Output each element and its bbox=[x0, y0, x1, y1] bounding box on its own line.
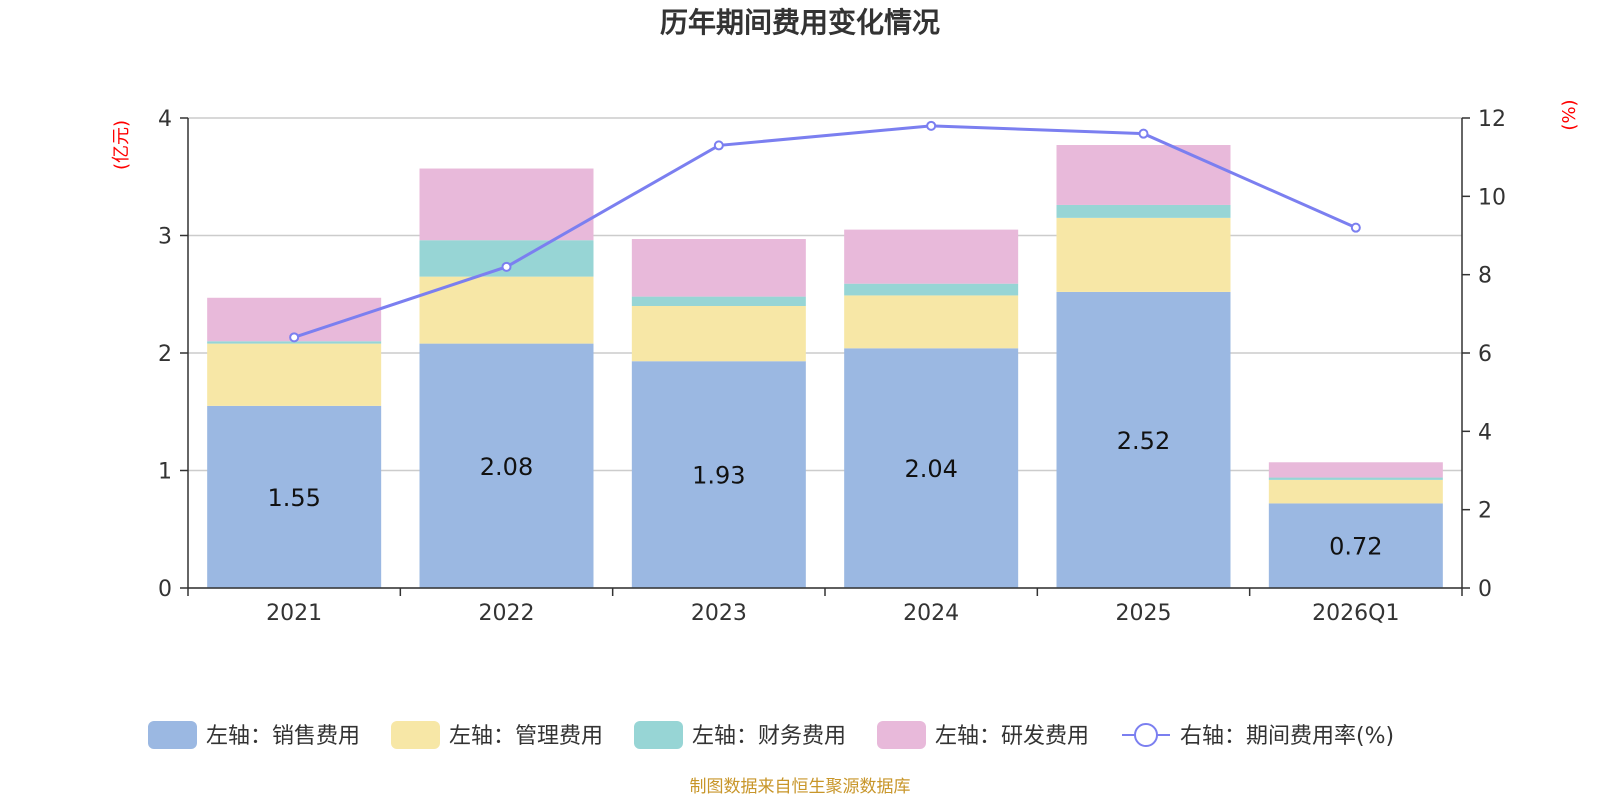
rate-point bbox=[1138, 128, 1149, 139]
legend-swatch bbox=[148, 721, 197, 749]
bar-segment bbox=[631, 239, 806, 297]
rate-point bbox=[501, 261, 512, 272]
legend-swatch bbox=[391, 721, 440, 749]
bar-segment bbox=[1056, 217, 1231, 292]
legend-label: 左轴：研发费用 bbox=[935, 724, 1089, 749]
x-tick-label: 2023 bbox=[691, 601, 747, 626]
x-tick-label: 2022 bbox=[479, 601, 535, 626]
bar-value-label: 2.04 bbox=[904, 455, 957, 483]
right-tick-label: 8 bbox=[1478, 264, 1492, 289]
bar-value-label: 1.55 bbox=[267, 484, 320, 512]
right-tick-label: 4 bbox=[1478, 420, 1492, 445]
source-note: 制图数据来自恒生聚源数据库 bbox=[690, 777, 911, 797]
bar-segment bbox=[419, 168, 594, 241]
bar-segment bbox=[631, 306, 806, 362]
left-tick-label: 3 bbox=[158, 225, 172, 250]
legend-label: 右轴：期间费用率(%) bbox=[1180, 724, 1394, 749]
bar-segment bbox=[844, 348, 1019, 588]
x-tick-label: 2021 bbox=[266, 601, 322, 626]
left-tick-label: 1 bbox=[158, 460, 172, 485]
left-tick-label: 2 bbox=[158, 342, 172, 367]
rate-point bbox=[926, 120, 937, 131]
bars: 1.55 2.08 1.93 2.04 2.52 0.72 bbox=[207, 145, 1443, 588]
bar-segment bbox=[1268, 477, 1443, 480]
rate-line bbox=[293, 124, 1357, 339]
right-tick-label: 10 bbox=[1478, 185, 1506, 210]
rate-point bbox=[1350, 222, 1361, 233]
rate-point bbox=[713, 140, 724, 151]
left-tick-label: 4 bbox=[158, 107, 172, 132]
left-tick-label: 0 bbox=[158, 577, 172, 602]
bar-value-label: 0.72 bbox=[1329, 533, 1382, 561]
bar-segment bbox=[207, 343, 382, 406]
rate-line-group bbox=[289, 120, 1361, 343]
bar-segment bbox=[207, 341, 382, 344]
x-tick-label: 2026Q1 bbox=[1312, 601, 1399, 626]
bar-segment bbox=[1056, 204, 1231, 218]
legend-label: 左轴：财务费用 bbox=[692, 724, 846, 749]
bar-value-label: 2.52 bbox=[1117, 427, 1170, 455]
legend: 左轴：销售费用 左轴：管理费用 左轴：财务费用 左轴：研发费用 右轴：期间费用率(%) bbox=[148, 721, 1394, 749]
right-tick-label: 6 bbox=[1478, 342, 1492, 367]
bar-segment bbox=[207, 405, 382, 588]
legend-label: 左轴：管理费用 bbox=[449, 724, 603, 749]
legend-marker-swatch bbox=[1134, 723, 1158, 747]
left-axis-unit: (亿元) bbox=[111, 120, 132, 170]
legend-swatch bbox=[877, 721, 926, 749]
legend-swatch bbox=[634, 721, 683, 749]
bar-segment bbox=[631, 296, 806, 306]
bar-segment bbox=[1268, 479, 1443, 504]
bar-segment bbox=[1268, 462, 1443, 478]
bar-segment bbox=[844, 295, 1019, 349]
bar-segment bbox=[419, 343, 594, 588]
bar-segment bbox=[631, 361, 806, 588]
right-axis-unit: (%) bbox=[1559, 99, 1580, 130]
bar-segment bbox=[1056, 145, 1231, 205]
bar-segment bbox=[1268, 503, 1443, 588]
legend-label: 左轴：销售费用 bbox=[206, 724, 360, 749]
rate-point bbox=[289, 332, 300, 343]
bar-segment bbox=[1056, 291, 1231, 588]
right-tick-label: 12 bbox=[1478, 107, 1506, 132]
x-tick-label: 2025 bbox=[1116, 601, 1172, 626]
bar-value-label: 1.93 bbox=[692, 462, 745, 490]
bar-value-label: 2.08 bbox=[480, 453, 533, 481]
bar-segment bbox=[419, 276, 594, 344]
right-tick-label: 2 bbox=[1478, 499, 1492, 524]
x-tick-label: 2024 bbox=[903, 601, 959, 626]
right-tick-label: 0 bbox=[1478, 577, 1492, 602]
chart-title: 历年期间费用变化情况 bbox=[660, 6, 940, 39]
bar-segment bbox=[844, 229, 1019, 284]
bar-segment bbox=[844, 283, 1019, 296]
